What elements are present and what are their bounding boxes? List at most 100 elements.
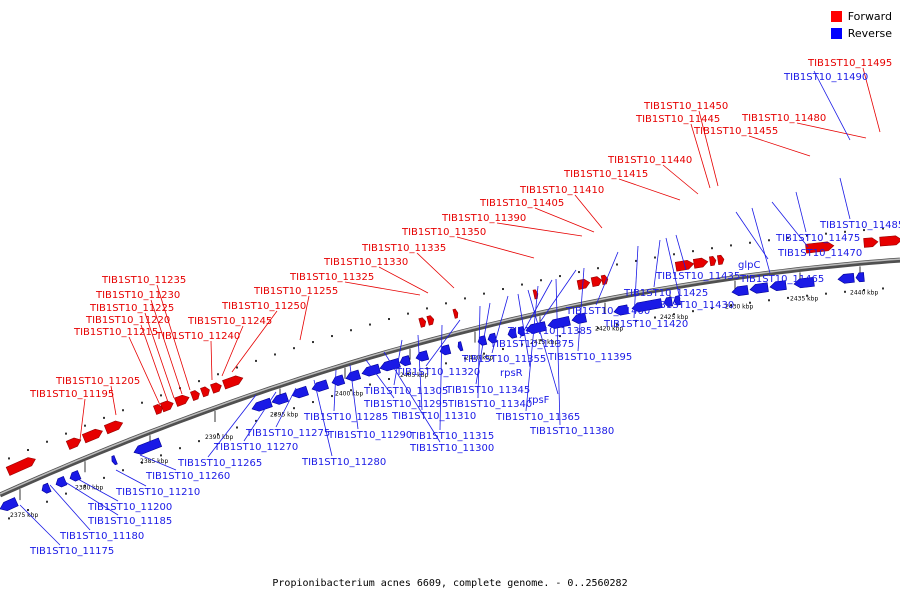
forward-leader-line <box>79 398 86 441</box>
forward-strand-dot <box>559 275 561 278</box>
forward-strand-dot <box>84 424 86 427</box>
forward-gene-label: TIB1ST10_11225 <box>89 303 174 314</box>
reverse-gene-arrow <box>487 332 498 344</box>
forward-strand-dot <box>844 230 846 233</box>
reverse-gene-label: TIB1ST10_11430 <box>649 300 734 311</box>
forward-strand-dot <box>407 312 409 315</box>
forward-gene-label: TIB1ST10_11325 <box>289 272 374 283</box>
reverse-strand-dot <box>312 401 314 404</box>
reverse-leader-line <box>19 504 61 546</box>
reverse-gene-arrow <box>517 326 526 337</box>
forward-gene-label: TIB1ST10_11215 <box>73 327 158 338</box>
forward-gene-arrow <box>81 428 103 444</box>
reverse-leader-line <box>383 351 441 443</box>
forward-gene-arrow <box>600 274 609 285</box>
reverse-gene-label: TIB1ST10_11385 <box>507 326 592 337</box>
forward-strand-dot <box>426 307 428 310</box>
forward-strand-dot <box>445 302 447 305</box>
forward-strand-dot <box>331 335 333 338</box>
reverse-gene-label: TIB1ST10_11400 <box>565 306 650 317</box>
reverse-gene-label: TIB1ST10_11185 <box>87 516 172 527</box>
forward-gene-arrow <box>426 315 435 326</box>
reverse-gene-label: TIB1ST10_11270 <box>213 442 298 453</box>
reverse-gene-arrow <box>477 335 488 346</box>
forward-strand-dot <box>293 347 295 350</box>
reverse-gene-label: TIB1ST10_11200 <box>87 502 172 513</box>
scale-tick-label: 2440 kbp <box>850 289 878 296</box>
forward-gene-label: TIB1ST10_11205 <box>55 376 140 387</box>
reverse-gene-label: TIB1ST10_11395 <box>547 352 632 363</box>
reverse-gene-arrow <box>345 369 362 382</box>
reverse-leader-line <box>537 269 577 326</box>
forward-gene-label: TIB1ST10_11195 <box>29 389 114 400</box>
forward-leader-line <box>231 310 278 373</box>
reverse-strand-dot <box>160 454 162 457</box>
reverse-strand-dot <box>84 484 86 487</box>
forward-strand-dot <box>369 323 371 326</box>
forward-gene-label: TIB1ST10_11255 <box>253 286 338 297</box>
forward-leader-line <box>618 178 681 201</box>
forward-leader-line <box>416 252 455 289</box>
reverse-strand-dot <box>502 348 504 351</box>
reverse-gene-label: TIB1ST10_11365 <box>495 412 580 423</box>
forward-strand-dot <box>46 440 48 443</box>
reverse-leader-line <box>595 251 619 306</box>
reverse-leader-line <box>675 234 687 271</box>
reverse-strand-dot <box>388 378 390 381</box>
reverse-strand-dot <box>635 319 637 322</box>
reverse-gene-arrow <box>837 273 855 284</box>
legend-label-forward: Forward <box>847 10 892 23</box>
reverse-strand-dot <box>65 492 67 495</box>
reverse-gene-arrow <box>457 341 464 352</box>
reverse-gene-arrow <box>0 497 19 511</box>
reverse-strand-dot <box>198 440 200 443</box>
forward-gene-arrow <box>863 237 879 248</box>
reverse-strand-dot <box>103 476 105 479</box>
reverse-strand-dot <box>274 413 276 416</box>
reverse-swatch <box>830 28 842 39</box>
reverse-leader-line <box>139 454 177 471</box>
reverse-strand-dot <box>331 395 333 398</box>
reverse-gene-label: TIB1ST10_11300 <box>409 443 494 454</box>
reverse-leader-line <box>61 479 119 516</box>
reverse-gene-arrow <box>439 344 452 356</box>
forward-gene-arrow <box>210 382 222 394</box>
forward-gene-arrow <box>452 308 459 319</box>
reverse-leader-line <box>527 289 559 395</box>
reverse-gene-label: TIB1ST10_11340 <box>447 399 532 410</box>
forward-leader-line <box>210 340 213 381</box>
forward-gene-label: TIB1ST10_11230 <box>95 290 180 301</box>
reverse-gene-label: TIB1ST10_11305 <box>363 386 448 397</box>
forward-gene-label: TIB1ST10_11335 <box>361 243 446 254</box>
reverse-gene-label: TIB1ST10_11260 <box>145 471 230 482</box>
reverse-leader-line <box>207 394 257 458</box>
reverse-strand-dot <box>597 327 599 330</box>
reverse-strand-dot <box>692 310 694 313</box>
reverse-gene-label: TIB1ST10_11425 <box>623 288 708 299</box>
forward-strand-dot <box>312 341 314 344</box>
reverse-strand-dot <box>255 419 257 422</box>
forward-gene-arrow <box>152 404 163 415</box>
reverse-gene-arrow <box>673 295 682 306</box>
forward-leader-line <box>221 325 244 377</box>
reverse-gene-arrow <box>507 328 518 339</box>
reverse-strand-dot <box>882 287 884 290</box>
reverse-leader-line <box>313 379 333 457</box>
forward-gene-label: TIB1ST10_11235 <box>101 275 186 286</box>
forward-gene-label: TIB1ST10_11450 <box>643 101 728 112</box>
reverse-strand-dot <box>179 447 181 450</box>
reverse-gene-arrow <box>69 470 82 482</box>
reverse-leader-line <box>519 279 553 339</box>
legend: Forward Reverse <box>830 8 892 42</box>
reverse-gene-arrow <box>271 392 289 405</box>
reverse-leader-line <box>839 177 851 220</box>
forward-leader-line <box>144 312 175 399</box>
reverse-leader-line <box>393 339 403 386</box>
reverse-gene-arrow <box>55 476 68 488</box>
forward-leader-line <box>662 164 699 195</box>
forward-strand-dot <box>160 394 162 397</box>
forward-strand-dot <box>274 353 276 356</box>
forward-strand-dot <box>578 271 580 274</box>
reverse-leader-line <box>813 70 851 141</box>
reverse-leader-line <box>665 237 681 300</box>
